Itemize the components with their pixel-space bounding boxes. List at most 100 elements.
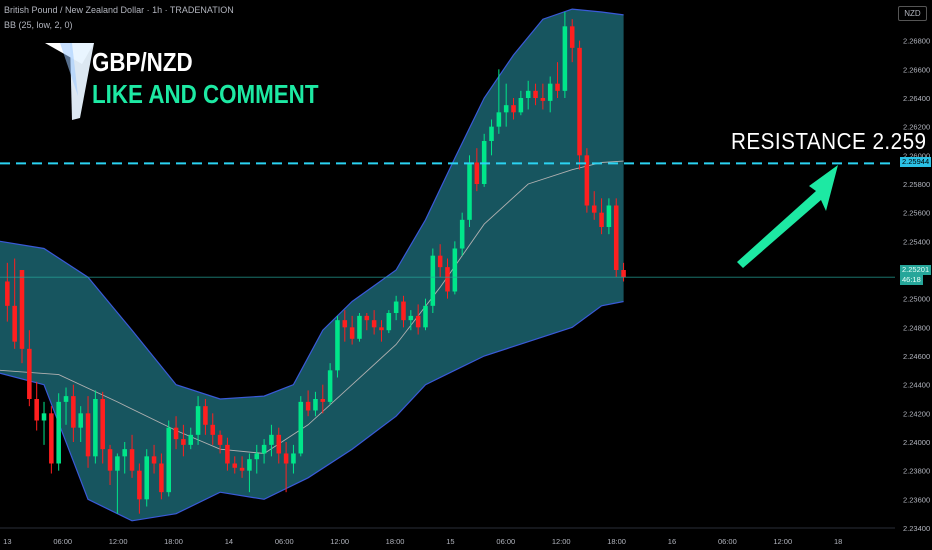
- time-tick-label: 14: [225, 537, 233, 546]
- candle-body: [467, 162, 472, 220]
- candle: [379, 320, 384, 342]
- currency-unit-button[interactable]: NZD: [898, 6, 927, 21]
- candle: [283, 442, 289, 493]
- candle-body: [291, 453, 296, 464]
- candle-body: [188, 434, 194, 445]
- candle-body: [225, 444, 230, 464]
- candle-body: [525, 90, 531, 98]
- candle: [423, 298, 428, 331]
- candle: [129, 434, 135, 478]
- candle-body: [283, 453, 289, 464]
- pair-label: GBP/NZD: [92, 47, 193, 77]
- candle-body: [166, 427, 172, 493]
- candle: [137, 463, 142, 514]
- candle: [217, 430, 223, 454]
- candle-body: [327, 370, 333, 402]
- time-tick-label: 18:00: [164, 537, 183, 546]
- candle: [122, 442, 127, 474]
- price-tick-label: 2.26400: [903, 94, 930, 103]
- candle-body: [342, 320, 348, 328]
- candle-body: [562, 26, 568, 91]
- candle-body: [613, 205, 619, 270]
- candle: [56, 393, 61, 471]
- candle-body: [445, 267, 450, 292]
- candle: [327, 363, 333, 405]
- candle-body: [151, 456, 157, 464]
- time-tick-label: 12:00: [330, 537, 349, 546]
- candle-body: [217, 434, 223, 445]
- candle: [151, 444, 157, 474]
- price-tick-label: 2.25400: [903, 237, 930, 246]
- time-tick-label: 12:00: [109, 537, 128, 546]
- candle: [364, 313, 370, 331]
- time-tick-label: 06:00: [275, 537, 294, 546]
- time-tick-label: 18: [834, 537, 842, 546]
- candle-body: [137, 470, 142, 500]
- resistance-label: RESISTANCE 2.259: [731, 128, 927, 154]
- candle-body: [63, 396, 69, 402]
- candle-body: [335, 320, 340, 371]
- candle-body: [34, 399, 39, 421]
- candle-body: [599, 212, 604, 227]
- price-tick-label: 2.23400: [903, 524, 930, 533]
- candle-body: [496, 112, 502, 127]
- candle-body: [159, 463, 164, 493]
- candle-body: [71, 396, 76, 428]
- candle-body: [555, 83, 560, 91]
- candle: [555, 62, 560, 98]
- candle-body: [621, 270, 626, 278]
- candle-body: [232, 463, 238, 468]
- candle: [577, 40, 582, 170]
- candle-body: [437, 255, 443, 268]
- candle-body: [540, 98, 546, 101]
- basis-line: [0, 160, 624, 454]
- candle-body: [144, 456, 149, 500]
- candle: [298, 396, 304, 457]
- candle: [188, 427, 194, 450]
- candle: [210, 413, 216, 445]
- symbol-title[interactable]: British Pound / New Zealand Dollar · 1h …: [4, 5, 234, 15]
- candle: [269, 424, 274, 457]
- time-tick-label: 18:00: [607, 537, 626, 546]
- candle: [100, 391, 105, 464]
- tradenation-logo: [45, 43, 94, 120]
- candle: [503, 83, 509, 127]
- candle: [41, 401, 47, 445]
- candle-body: [173, 427, 179, 440]
- candle: [203, 399, 208, 435]
- candle-body: [115, 456, 120, 471]
- time-tick-label: 16: [668, 537, 676, 546]
- candle-body: [313, 399, 318, 411]
- candle-body: [93, 399, 98, 457]
- candle-body: [591, 205, 597, 213]
- time-tick-label: 15: [446, 537, 454, 546]
- candle: [181, 424, 186, 457]
- candle: [540, 83, 546, 110]
- indicator-legend[interactable]: BB (25, low, 2, 0): [4, 20, 73, 30]
- candle: [613, 198, 619, 278]
- candle: [437, 244, 443, 278]
- candle-body: [276, 434, 282, 454]
- candle: [225, 437, 230, 471]
- candle-body: [584, 155, 590, 206]
- candle-body: [56, 401, 61, 464]
- candle: [71, 384, 76, 442]
- candle-body: [415, 315, 421, 328]
- candle-body: [511, 105, 516, 113]
- candle-body: [305, 401, 311, 411]
- candlestick-series: [5, 12, 626, 514]
- candle-body: [379, 327, 384, 331]
- candle: [276, 427, 282, 464]
- candle: [335, 315, 340, 378]
- price-tick-label: 2.25800: [903, 180, 930, 189]
- time-axis[interactable]: 13 06:00 12:00 18:00 14 06:00 12:00 18:00 15 06:0…: [0, 527, 895, 546]
- price-tick-label: 2.25000: [903, 295, 930, 304]
- candle: [159, 453, 164, 500]
- candle: [569, 19, 575, 63]
- candle-body: [85, 413, 91, 457]
- time-tick-label: 18:00: [386, 537, 405, 546]
- candle: [305, 390, 311, 417]
- candle-body: [408, 315, 414, 321]
